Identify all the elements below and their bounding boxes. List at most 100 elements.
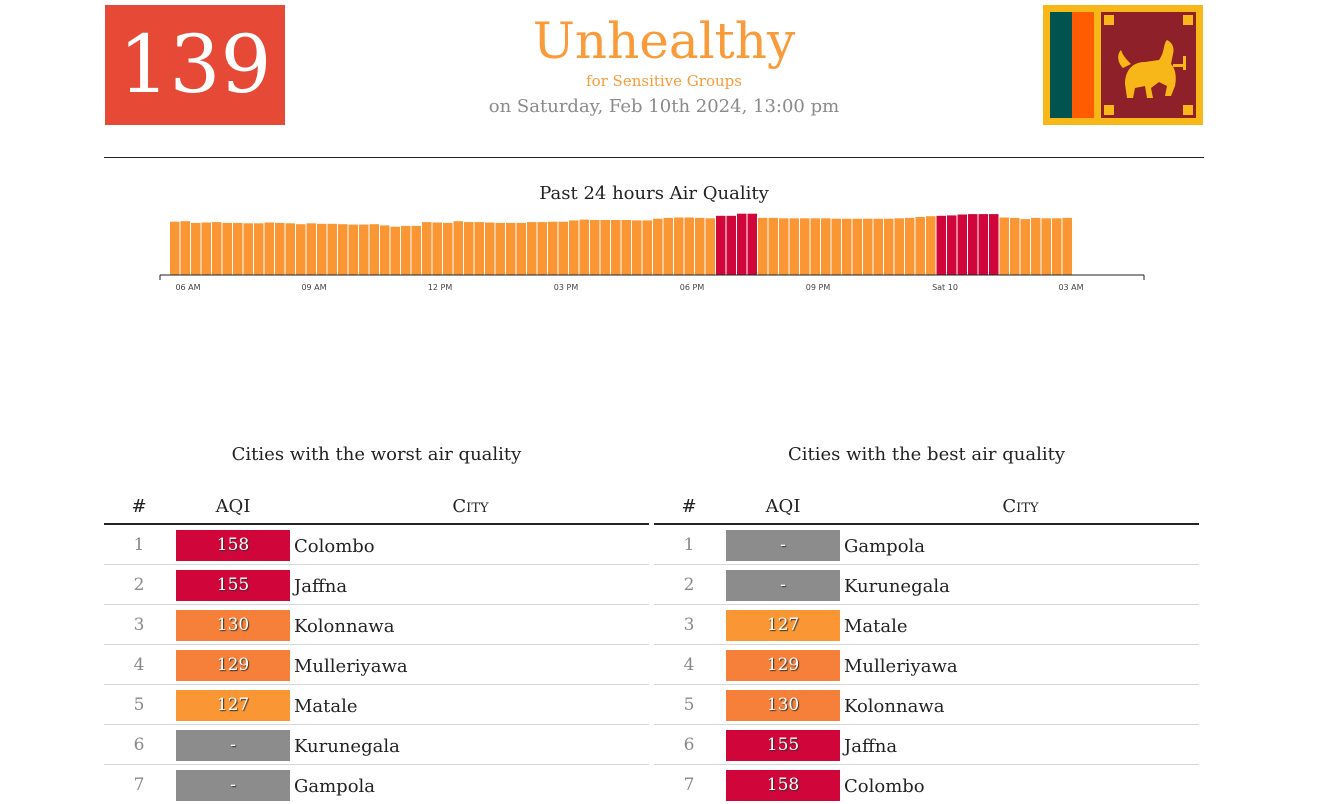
history-bar[interactable] bbox=[937, 216, 947, 275]
history-bar[interactable] bbox=[748, 214, 758, 275]
history-bar[interactable] bbox=[475, 222, 485, 275]
history-bar[interactable] bbox=[632, 220, 642, 275]
history-bar[interactable] bbox=[1063, 218, 1073, 275]
city-name-link[interactable]: Gampola bbox=[842, 524, 1199, 565]
city-name-link[interactable]: Jaffna bbox=[842, 725, 1199, 765]
history-bar[interactable] bbox=[853, 219, 863, 275]
history-bar[interactable] bbox=[611, 220, 621, 275]
history-bar[interactable] bbox=[538, 222, 548, 275]
history-bar[interactable] bbox=[506, 223, 516, 275]
history-bar[interactable] bbox=[653, 219, 663, 275]
history-bar[interactable] bbox=[202, 223, 212, 276]
history-bar[interactable] bbox=[821, 218, 831, 275]
history-bar[interactable] bbox=[548, 222, 558, 275]
history-bar[interactable] bbox=[758, 218, 768, 275]
history-bar[interactable] bbox=[191, 223, 201, 275]
history-bar[interactable] bbox=[391, 227, 401, 275]
history-bar[interactable] bbox=[370, 224, 380, 275]
history-bar[interactable] bbox=[265, 223, 275, 276]
city-name-link[interactable]: Jaffna bbox=[292, 565, 649, 605]
history-bar[interactable] bbox=[1021, 219, 1031, 275]
history-bar[interactable] bbox=[926, 216, 936, 275]
history-bar[interactable] bbox=[422, 222, 432, 275]
history-bar[interactable] bbox=[863, 219, 873, 275]
history-bar[interactable] bbox=[412, 226, 422, 275]
history-bar[interactable] bbox=[1042, 218, 1052, 275]
history-bar[interactable] bbox=[842, 219, 852, 275]
history-bar[interactable] bbox=[811, 218, 821, 275]
history-bar[interactable] bbox=[790, 218, 800, 275]
history-bar[interactable] bbox=[317, 224, 327, 275]
history-bar[interactable] bbox=[800, 218, 810, 275]
history-bar[interactable] bbox=[496, 223, 506, 275]
history-bar[interactable] bbox=[527, 222, 537, 275]
history-bar[interactable] bbox=[328, 224, 338, 275]
history-bar[interactable] bbox=[275, 223, 285, 275]
history-bar[interactable] bbox=[338, 224, 348, 275]
history-bar[interactable] bbox=[580, 220, 590, 275]
city-name-link[interactable]: Kurunegala bbox=[842, 565, 1199, 605]
history-bar[interactable] bbox=[433, 223, 443, 276]
history-bar[interactable] bbox=[643, 220, 653, 275]
history-bar[interactable] bbox=[349, 225, 359, 275]
history-bar[interactable] bbox=[716, 216, 726, 275]
history-bar[interactable] bbox=[517, 223, 527, 275]
city-name-link[interactable]: Kolonnawa bbox=[842, 685, 1199, 725]
history-bar[interactable] bbox=[695, 218, 705, 275]
history-bar[interactable] bbox=[685, 218, 695, 276]
history-bar[interactable] bbox=[968, 214, 978, 275]
city-name-link[interactable]: Colombo bbox=[842, 765, 1199, 804]
history-bar[interactable] bbox=[601, 220, 611, 275]
city-name-link[interactable]: Kurunegala bbox=[292, 725, 649, 765]
history-bar[interactable] bbox=[1010, 218, 1020, 275]
history-bar[interactable] bbox=[380, 225, 390, 275]
history-bar[interactable] bbox=[737, 214, 747, 275]
history-bar[interactable] bbox=[1000, 218, 1010, 276]
city-name-link[interactable]: Matale bbox=[842, 605, 1199, 645]
table-row[interactable]: 6-Kurunegala bbox=[104, 725, 649, 765]
history-bar[interactable] bbox=[674, 218, 684, 276]
history-bar[interactable] bbox=[979, 214, 989, 275]
history-bar[interactable] bbox=[769, 218, 779, 275]
history-bar[interactable] bbox=[233, 223, 243, 275]
history-bar[interactable] bbox=[296, 224, 306, 275]
history-bar[interactable] bbox=[170, 222, 180, 275]
city-name-link[interactable]: Kolonnawa bbox=[292, 605, 649, 645]
history-bar[interactable] bbox=[454, 221, 464, 275]
history-bar[interactable] bbox=[286, 223, 296, 275]
history-bar[interactable] bbox=[989, 214, 999, 275]
history-bar[interactable] bbox=[779, 218, 789, 275]
history-bar[interactable] bbox=[664, 218, 674, 275]
history-bar[interactable] bbox=[1052, 218, 1062, 275]
history-bar[interactable] bbox=[884, 219, 894, 275]
history-bar[interactable] bbox=[181, 221, 191, 275]
table-row[interactable]: 2-Kurunegala bbox=[654, 565, 1199, 605]
history-bar[interactable] bbox=[559, 222, 569, 275]
history-bar[interactable] bbox=[254, 223, 264, 275]
city-name-link[interactable]: Colombo bbox=[292, 524, 649, 565]
history-bar[interactable] bbox=[622, 220, 632, 275]
city-name-link[interactable]: Mulleriyawa bbox=[842, 645, 1199, 685]
history-bar[interactable] bbox=[832, 219, 842, 275]
history-bar[interactable] bbox=[706, 218, 716, 275]
history-bar[interactable] bbox=[958, 215, 968, 276]
history-bar[interactable] bbox=[212, 222, 222, 275]
history-bar[interactable] bbox=[895, 218, 905, 275]
history-bar[interactable] bbox=[590, 220, 600, 275]
history-bar[interactable] bbox=[569, 220, 579, 275]
history-bar[interactable] bbox=[947, 215, 957, 275]
history-bar[interactable] bbox=[443, 223, 453, 275]
history-bar[interactable] bbox=[223, 223, 233, 275]
table-row[interactable]: 1-Gampola bbox=[654, 524, 1199, 565]
history-bar[interactable] bbox=[485, 223, 495, 276]
history-bar[interactable] bbox=[359, 225, 369, 275]
